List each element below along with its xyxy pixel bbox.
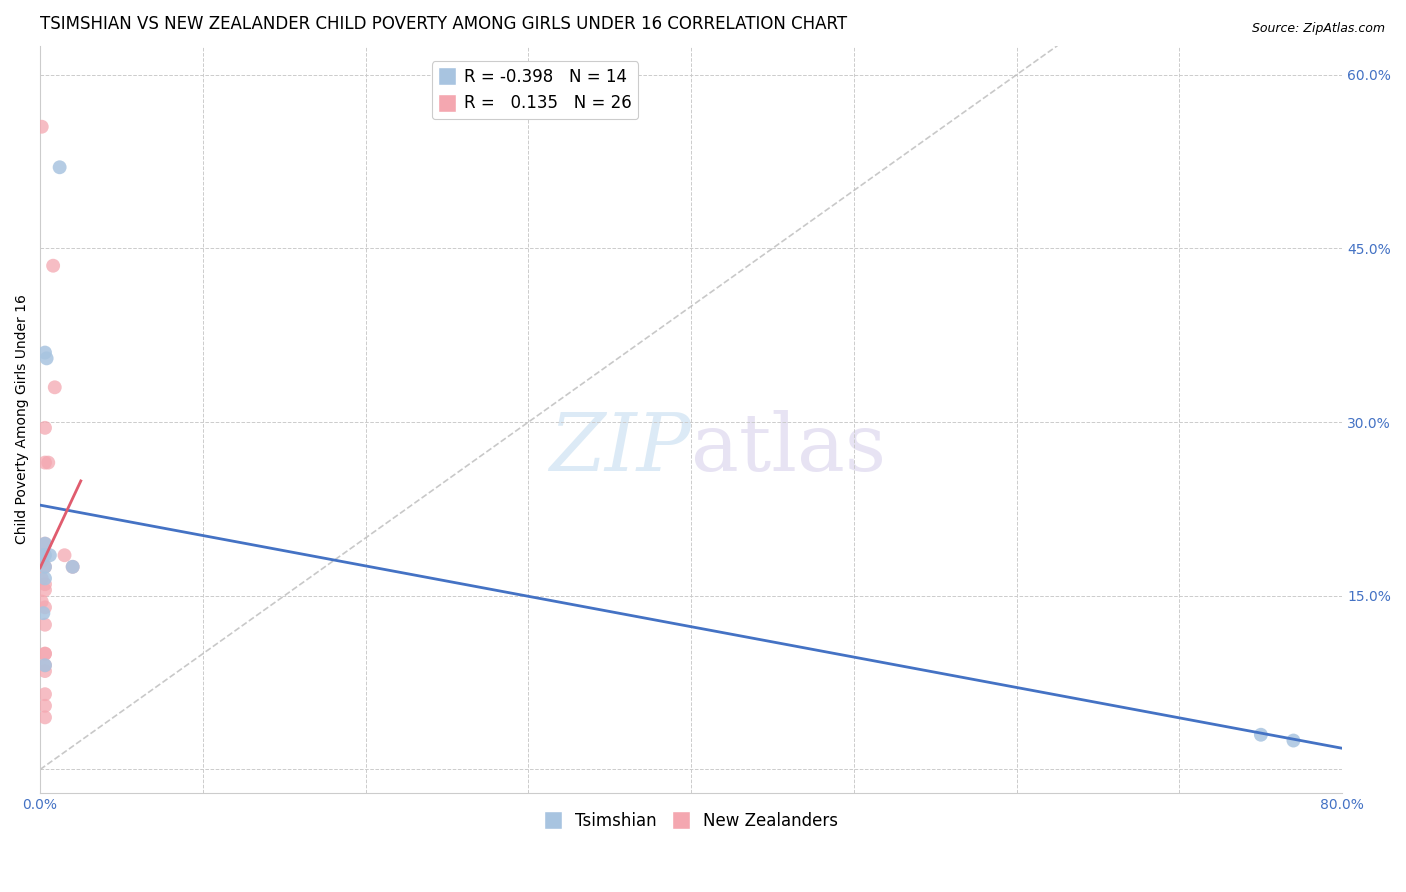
Point (34, 698, 56, 713)
Point (31, 571, 53, 585)
Point (34, 658, 56, 673)
Point (34, 571, 56, 585)
Point (31, 548, 53, 562)
Text: Source: ZipAtlas.com: Source: ZipAtlas.com (1251, 22, 1385, 36)
Point (34, 421, 56, 435)
Point (34, 617, 56, 632)
Point (1250, 728, 1272, 742)
Point (35, 351, 58, 366)
Point (62, 559, 84, 574)
Point (32, 606, 55, 620)
Point (34, 664, 56, 678)
Point (34, 536, 56, 550)
Point (34, 559, 56, 574)
Point (31, 554, 53, 568)
Text: atlas: atlas (692, 410, 886, 488)
Text: ZIP: ZIP (550, 410, 692, 488)
Point (38, 548, 60, 562)
Point (1282, 733, 1305, 747)
Point (34, 582, 56, 597)
Point (37, 456, 59, 470)
Point (42, 259, 65, 273)
Point (34, 647, 56, 661)
Point (34, 687, 56, 701)
Point (32, 548, 55, 562)
Point (34, 345, 56, 359)
Point (48, 161, 70, 175)
Point (34, 456, 56, 470)
Point (34, 600, 56, 615)
Point (34, 710, 56, 724)
Point (34, 658, 56, 673)
Point (44, 380, 66, 394)
Point (34, 548, 56, 562)
Point (34, 559, 56, 574)
Point (53, 548, 76, 562)
Point (31, 594, 53, 608)
Point (62, 559, 84, 574)
Point (32, 548, 55, 562)
Point (34, 577, 56, 591)
Point (34, 647, 56, 661)
Legend: Tsimshian, New Zealanders: Tsimshian, New Zealanders (538, 805, 845, 837)
Text: TSIMSHIAN VS NEW ZEALANDER CHILD POVERTY AMONG GIRLS UNDER 16 CORRELATION CHART: TSIMSHIAN VS NEW ZEALANDER CHILD POVERTY… (41, 15, 848, 33)
Y-axis label: Child Poverty Among Girls Under 16: Child Poverty Among Girls Under 16 (15, 294, 30, 544)
Point (34, 536, 56, 550)
Point (31, 120, 53, 134)
